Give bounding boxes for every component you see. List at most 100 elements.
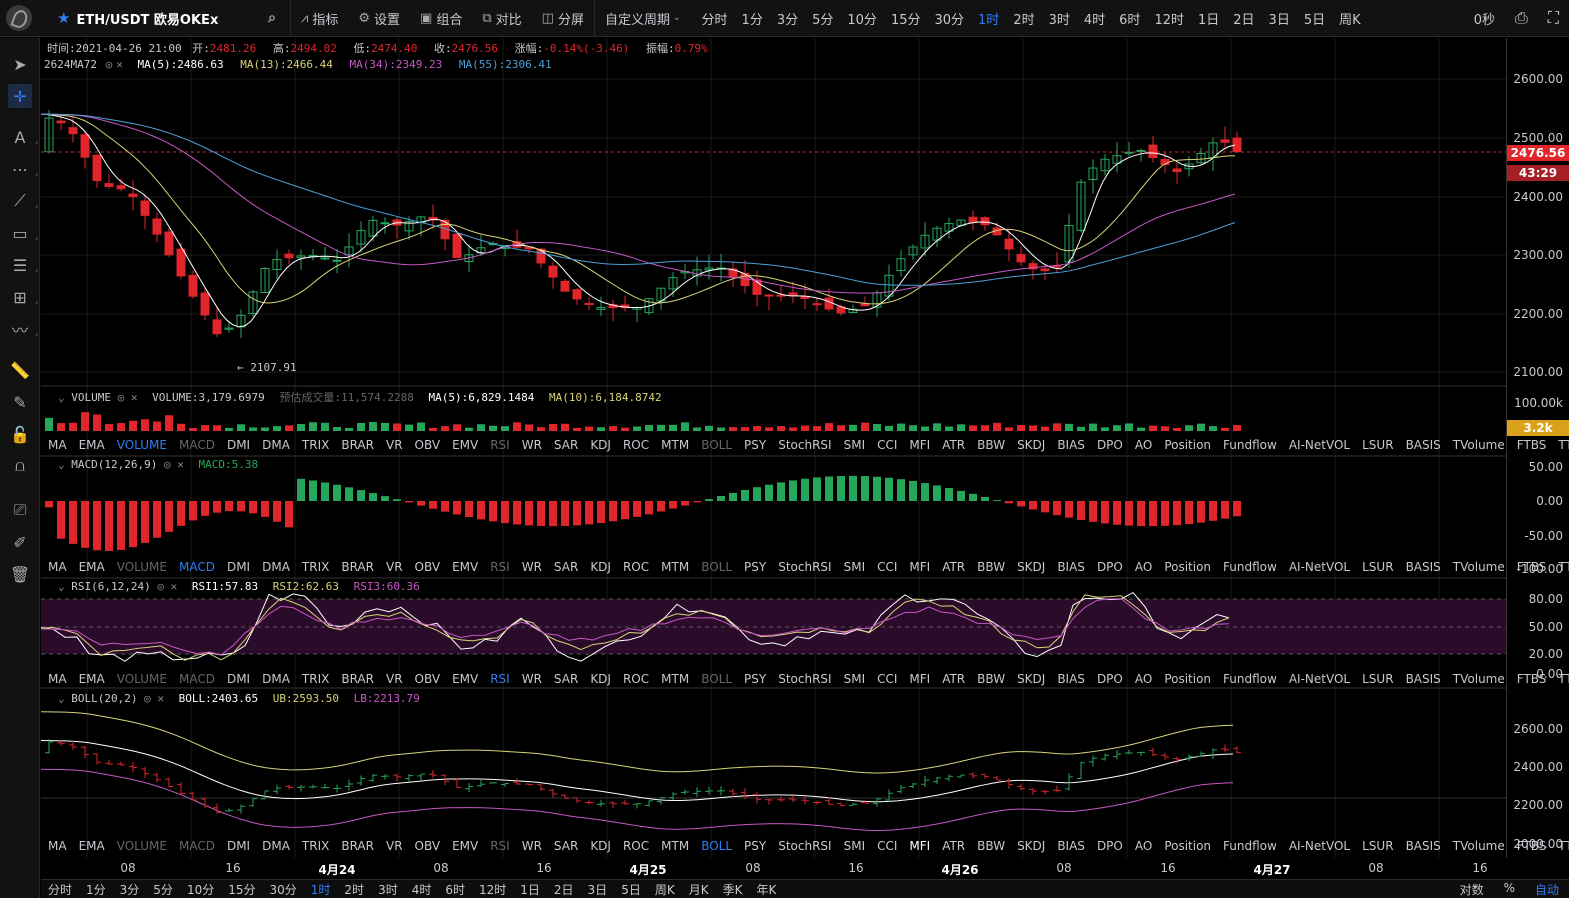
indicator-tab[interactable]: WR (521, 560, 542, 574)
indicator-tab[interactable]: VR (385, 672, 403, 686)
indicator-tab[interactable]: StochRSI (778, 438, 832, 452)
indicator-tab[interactable]: MTM (661, 672, 690, 686)
bottom-period-tab[interactable]: 周K (654, 882, 675, 897)
indicator-tab[interactable]: AI-NetVOL (1288, 560, 1351, 574)
indicator-tab[interactable]: MA (48, 839, 67, 853)
indicator-tab[interactable]: SMI (843, 839, 866, 853)
collapse-icon[interactable]: ⌄ (58, 458, 65, 471)
bottom-period-tab[interactable]: 年K (756, 882, 777, 897)
magnet-icon[interactable]: ⩍ (14, 456, 26, 475)
indicator-tab[interactable]: Fundflow (1223, 560, 1277, 574)
indicator-tab[interactable]: BBW (977, 438, 1006, 452)
crosshair-icon[interactable]: ✛ (8, 84, 32, 108)
text-icon[interactable]: A › (14, 127, 38, 148)
indicator-tab[interactable]: CCI (877, 672, 898, 686)
bottom-period-tab[interactable]: 1日 (520, 882, 540, 897)
split-screen-button[interactable]: ◫ 分屏 (541, 10, 584, 28)
indicator-tab[interactable]: CCI (877, 839, 898, 853)
period-tab[interactable]: 周K (1339, 12, 1361, 28)
indicator-tab[interactable]: EMA (78, 560, 105, 574)
bottom-period-tab[interactable]: 月K (688, 882, 709, 897)
indicator-tab[interactable]: MFI (909, 839, 931, 853)
indicator-tab[interactable]: DMI (226, 560, 251, 574)
period-tab[interactable]: 2时 (1013, 12, 1035, 28)
bottom-period-tab[interactable]: 6时 (445, 882, 465, 897)
indicator-tab[interactable]: BASIS (1405, 438, 1441, 452)
indicator-tab[interactable]: MFI (909, 672, 931, 686)
period-tab[interactable]: 10分 (847, 12, 877, 28)
indicator-tab[interactable]: BBW (977, 560, 1006, 574)
indicator-tab[interactable]: EMV (452, 438, 479, 452)
close-icon[interactable]: ✕ (157, 692, 164, 705)
indicator-tab[interactable]: AI-NetVOL (1288, 839, 1351, 853)
indicator-tab[interactable]: BIAS (1057, 560, 1085, 574)
compare-button[interactable]: ⧉ 对比 (482, 10, 522, 28)
auto-scale-toggle[interactable]: 自动 (1534, 882, 1559, 897)
indicator-tab[interactable]: BOLL (701, 560, 733, 574)
indicator-tab[interactable]: AO (1134, 438, 1153, 452)
indicator-tab[interactable]: DMI (226, 438, 251, 452)
indicator-tab[interactable]: ROC (622, 560, 650, 574)
measure-icon[interactable]: 📏 (10, 360, 30, 380)
indicator-tab[interactable]: PSY (744, 672, 767, 686)
custom-period-dropdown[interactable]: 自定义周期 ⌄ (604, 12, 681, 28)
bookmark-icon[interactable]: ⎚ (13, 500, 27, 519)
period-tab[interactable]: 分时 (701, 12, 728, 28)
cursor-icon[interactable]: ➤ (13, 54, 27, 74)
indicator-tab[interactable]: CCI (877, 560, 898, 574)
indicator-tab[interactable]: TRIX (301, 839, 330, 853)
indicator-tab[interactable]: EMA (78, 672, 105, 686)
indicator-tab[interactable]: BBW (977, 839, 1006, 853)
indicator-tab[interactable]: TVolume (1452, 672, 1505, 686)
star-icon[interactable]: ★ (57, 9, 71, 27)
indicator-tab[interactable]: OBV (414, 438, 441, 452)
indicator-tab[interactable]: RSI (490, 438, 510, 452)
collapse-icon[interactable]: ⌄ (58, 692, 65, 705)
indicator-tab[interactable]: EMV (452, 672, 479, 686)
indicator-tab[interactable]: SAR (553, 438, 579, 452)
period-tab[interactable]: 5日 (1303, 12, 1326, 28)
eye-icon[interactable]: ◎ (105, 58, 113, 71)
indicator-tab[interactable]: KDJ (590, 839, 611, 853)
rectangle-icon[interactable]: ▭ › (12, 223, 38, 244)
indicator-tab[interactable]: Position (1164, 672, 1212, 686)
indicator-tab[interactable]: BRAR (341, 438, 374, 452)
indicator-tab[interactable]: FTBS (1516, 438, 1547, 452)
indicator-tab[interactable]: MACD (178, 672, 215, 686)
indicator-tab[interactable]: SKDJ (1017, 438, 1046, 452)
indicator-tab[interactable]: OBV (414, 672, 441, 686)
indicator-tab[interactable]: CCI (877, 438, 898, 452)
indicator-tab[interactable]: VOLUME (116, 672, 167, 686)
indicator-tab[interactable]: MTM (661, 839, 690, 853)
indicator-tab[interactable]: MTM (661, 560, 690, 574)
indicator-tab[interactable]: SMI (843, 438, 866, 452)
bottom-period-tab[interactable]: 2时 (344, 882, 365, 897)
indicator-tab[interactable]: BOLL (701, 672, 733, 686)
time-axis[interactable]: 08 16 4月24 08 16 4月25 08 16 4月26 08 16 4月27 08 16 (41, 858, 1506, 878)
indicator-tab[interactable]: AI-NetVOL (1288, 672, 1351, 686)
indicator-tab[interactable]: OBV (414, 839, 441, 853)
bottom-period-tab[interactable]: 12时 (478, 882, 507, 897)
indicator-tab[interactable]: TVolume (1452, 560, 1505, 574)
indicator-tab[interactable]: TTSI (1558, 438, 1569, 452)
indicator-tab[interactable]: VOLUME (116, 839, 167, 853)
indicator-tab[interactable]: SKDJ (1017, 839, 1046, 853)
indicator-tab[interactable]: VOLUME (116, 438, 167, 452)
indicator-tab[interactable]: TVolume (1452, 438, 1505, 452)
eye-icon[interactable]: ◎ (144, 692, 151, 705)
camera-icon[interactable]: ⎙ (1514, 8, 1528, 27)
indicator-tab[interactable]: FTBS (1516, 560, 1547, 574)
trash-icon[interactable]: 🗑 (9, 564, 31, 584)
indicator-tab[interactable]: VOLUME (116, 560, 167, 574)
indicator-tab[interactable]: TRIX (301, 438, 330, 452)
bottom-period-tab[interactable]: 5日 (621, 882, 641, 897)
indicator-tab[interactable]: LSUR (1362, 672, 1394, 686)
indicator-tab[interactable]: FTBS (1516, 672, 1547, 686)
indicator-tab[interactable]: SMI (843, 672, 866, 686)
indicator-tab[interactable]: Position (1164, 560, 1212, 574)
indicator-tab[interactable]: SAR (553, 560, 579, 574)
close-icon[interactable]: ✕ (116, 58, 123, 71)
trend-line-icon[interactable]: ⟋ › (14, 191, 38, 211)
fullscreen-icon[interactable]: ⛶ (1547, 8, 1559, 27)
percent-scale-toggle[interactable]: % (1503, 880, 1515, 895)
